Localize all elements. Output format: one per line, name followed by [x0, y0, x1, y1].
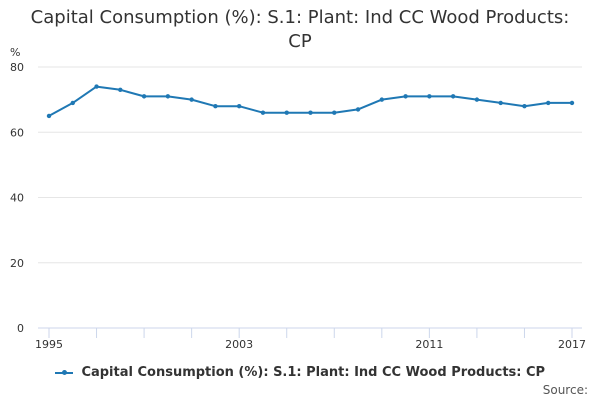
x-axis: [38, 327, 582, 338]
data-point: [118, 87, 123, 93]
chart-title-line-2: CP: [288, 31, 312, 52]
data-point: [450, 94, 456, 99]
data-point: [284, 110, 289, 115]
chart-title-line-1: Capital Consumption (%): S.1: Plant: Ind…: [30, 7, 570, 28]
x-tick-label: 1995: [35, 338, 63, 351]
x-tick-label: 2011: [415, 338, 443, 351]
data-point: [70, 100, 75, 106]
data-point: [189, 97, 194, 102]
data-point: [94, 84, 99, 89]
data-point: [46, 113, 52, 119]
y-tick-label: 20: [10, 257, 24, 270]
y-tick-label: 60: [10, 126, 24, 139]
data-point: [427, 94, 432, 99]
y-axis: % 0 20 40 60 80: [10, 46, 24, 335]
data-point: [546, 100, 551, 106]
data-point: [141, 94, 147, 99]
source-note: Source:: [542, 383, 588, 397]
data-point: [379, 97, 385, 102]
x-tick-label: 2017: [558, 338, 586, 351]
data-point: [332, 110, 337, 115]
gridlines: [38, 66, 582, 264]
data-point: [355, 107, 361, 112]
y-axis-unit-label: %: [10, 46, 20, 59]
legend[interactable]: Capital Consumption (%): S.1: Plant: Ind…: [0, 365, 600, 380]
y-tick-label: 0: [17, 322, 24, 335]
y-tick-label: 80: [10, 61, 24, 74]
data-point: [403, 94, 408, 99]
data-point: [165, 94, 171, 99]
y-tick-label: 40: [10, 192, 24, 205]
data-point: [260, 110, 266, 115]
data-point: [308, 110, 313, 115]
data-point: [522, 103, 527, 109]
data-point: [498, 100, 503, 106]
data-point: [569, 100, 575, 106]
series-points: [46, 84, 575, 119]
x-axis-labels: 1995 2003 2011 2017: [35, 338, 586, 351]
legend-marker-icon: [54, 369, 73, 375]
chart-title: Capital Consumption (%): S.1: Plant: Ind…: [0, 6, 600, 54]
data-point: [236, 103, 242, 109]
x-tick-label: 2003: [225, 338, 253, 351]
data-point: [474, 97, 480, 102]
legend-label: Capital Consumption (%): S.1: Plant: Ind…: [81, 365, 546, 380]
data-point: [213, 103, 218, 109]
